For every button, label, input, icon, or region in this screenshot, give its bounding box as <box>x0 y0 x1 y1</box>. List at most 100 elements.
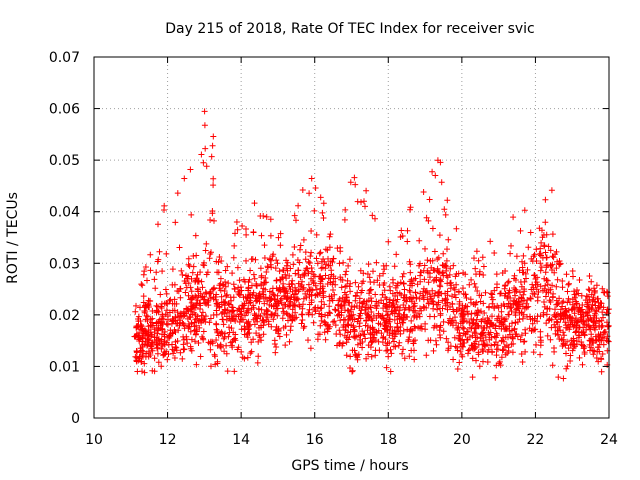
data-point <box>553 318 560 325</box>
data-point <box>377 321 384 328</box>
data-point <box>600 314 606 321</box>
data-point <box>547 247 554 254</box>
data-point <box>430 277 437 284</box>
data-point <box>261 242 268 249</box>
data-point <box>142 308 149 315</box>
data-point <box>157 322 164 329</box>
data-point <box>306 190 313 197</box>
data-point <box>469 355 476 362</box>
data-point <box>505 278 512 285</box>
data-point <box>406 287 413 294</box>
data-point <box>260 295 267 302</box>
data-point <box>231 312 237 319</box>
data-point <box>342 326 349 333</box>
data-point <box>242 312 248 319</box>
data-point <box>344 277 351 284</box>
data-point <box>267 295 274 302</box>
data-point <box>248 348 255 355</box>
data-point <box>468 325 475 332</box>
data-point <box>200 159 207 166</box>
data-point <box>231 285 238 292</box>
data-point <box>296 259 303 266</box>
data-point <box>504 325 510 332</box>
data-point <box>222 279 229 285</box>
data-point <box>260 331 267 338</box>
data-point <box>539 287 546 294</box>
data-point <box>394 289 401 296</box>
data-point <box>460 285 466 292</box>
data-point <box>599 309 606 316</box>
data-point <box>300 236 307 243</box>
data-point <box>300 301 306 308</box>
data-point <box>203 290 210 297</box>
data-point <box>256 334 263 341</box>
data-point <box>347 328 354 335</box>
data-point <box>562 312 569 319</box>
data-point <box>355 283 362 290</box>
data-point <box>519 315 526 322</box>
data-point <box>563 271 570 278</box>
data-point <box>440 250 447 257</box>
data-point <box>560 341 567 348</box>
data-point <box>547 299 554 305</box>
data-point <box>344 307 351 314</box>
data-point <box>397 330 404 337</box>
data-point <box>177 349 184 356</box>
data-point <box>585 286 592 293</box>
data-point <box>159 268 166 275</box>
data-point <box>211 351 218 358</box>
data-point <box>546 316 553 323</box>
data-point <box>176 317 183 324</box>
data-point <box>492 325 499 332</box>
data-point <box>192 232 199 239</box>
data-point <box>159 326 166 333</box>
data-point <box>284 290 291 297</box>
data-point <box>224 263 231 270</box>
data-point <box>154 350 161 357</box>
data-point <box>250 304 257 311</box>
data-point <box>433 323 440 330</box>
data-point <box>471 340 478 347</box>
data-point <box>324 312 331 319</box>
data-point <box>308 228 315 234</box>
data-point <box>282 301 289 308</box>
data-point <box>253 315 260 322</box>
data-point <box>400 317 407 324</box>
data-point <box>494 342 501 349</box>
data-point <box>306 306 313 313</box>
data-point <box>221 310 228 317</box>
data-point <box>172 219 179 226</box>
data-point <box>560 375 567 382</box>
data-point <box>552 306 558 313</box>
data-point <box>331 318 338 325</box>
data-point <box>272 310 279 317</box>
data-point <box>326 309 333 316</box>
data-point <box>185 255 192 262</box>
data-point <box>279 305 286 312</box>
data-point <box>359 280 365 287</box>
data-point <box>330 287 336 293</box>
data-point <box>471 329 478 336</box>
data-point <box>326 323 333 330</box>
data-point <box>159 313 166 319</box>
data-point <box>559 303 566 310</box>
data-point <box>510 214 517 221</box>
x-tick-label: 22 <box>527 432 545 448</box>
data-point <box>292 290 299 297</box>
data-point <box>283 257 290 264</box>
data-point <box>533 246 540 253</box>
data-point <box>554 301 561 308</box>
data-point <box>595 344 602 351</box>
data-point <box>535 289 542 295</box>
data-point <box>581 349 588 356</box>
data-point <box>509 349 516 356</box>
data-point <box>202 247 209 254</box>
data-point <box>555 374 562 381</box>
data-point <box>463 295 470 301</box>
data-point <box>493 330 500 337</box>
data-point <box>501 326 508 333</box>
data-point <box>251 200 258 207</box>
data-point <box>530 349 537 356</box>
data-point <box>349 368 356 375</box>
data-point <box>347 353 354 360</box>
